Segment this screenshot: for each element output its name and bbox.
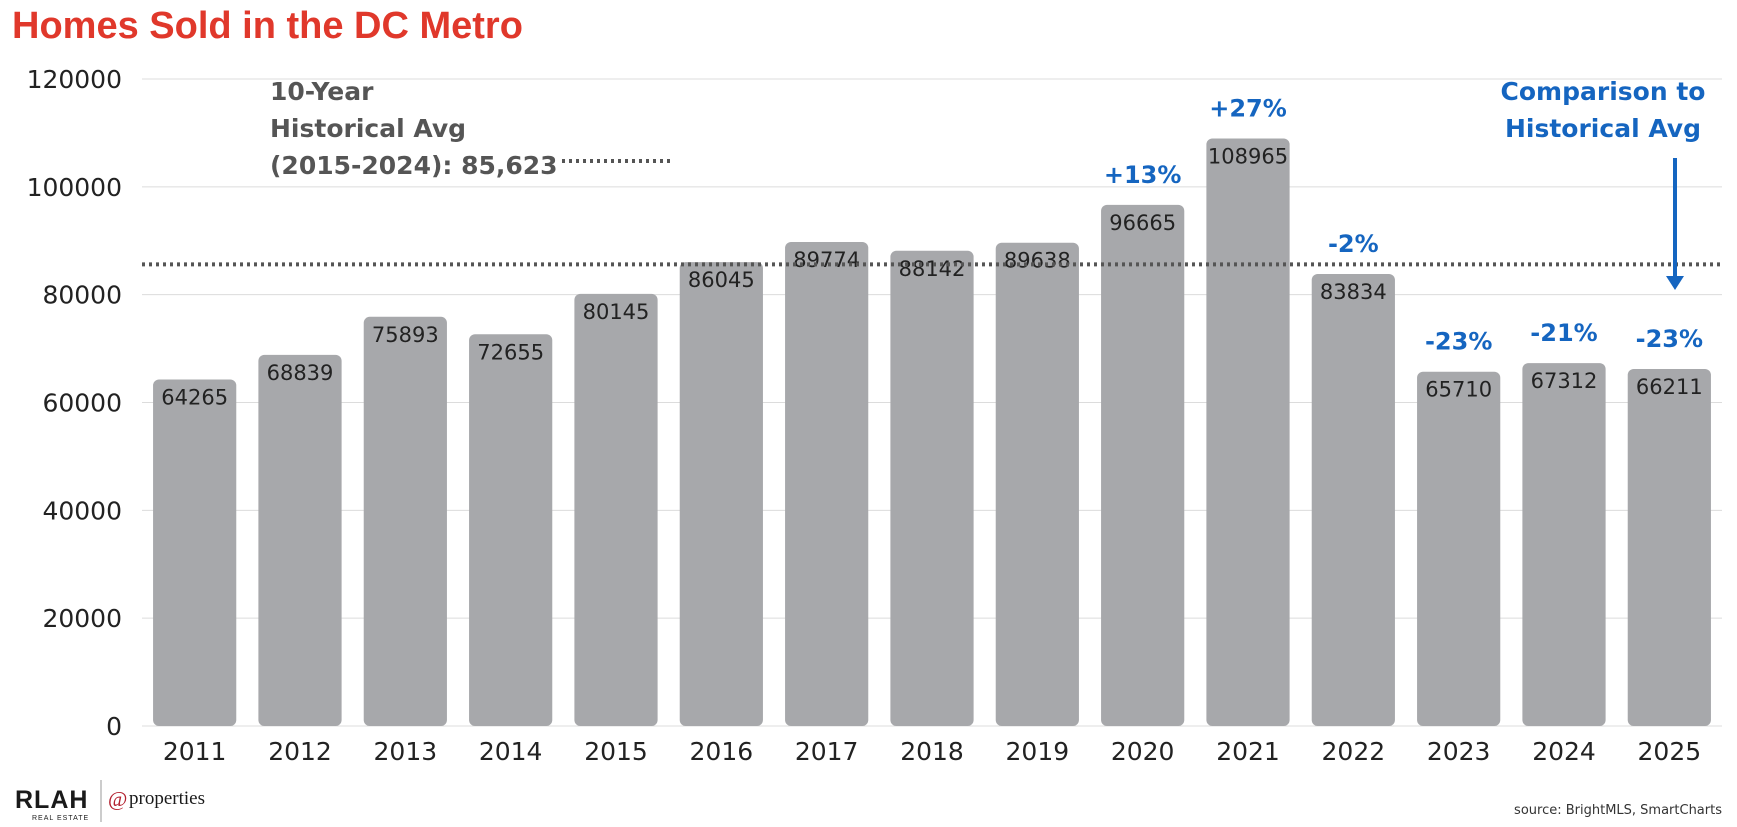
bar bbox=[1311, 273, 1395, 726]
y-tick-label: 40000 bbox=[42, 496, 122, 525]
bar bbox=[258, 354, 342, 726]
bar bbox=[1101, 204, 1185, 726]
bar-value-label: 68839 bbox=[267, 361, 334, 385]
x-tick-label: 2011 bbox=[163, 737, 227, 766]
x-tick-label: 2023 bbox=[1427, 737, 1491, 766]
bars bbox=[153, 138, 1711, 727]
x-tick-label: 2012 bbox=[268, 737, 332, 766]
bar bbox=[1522, 363, 1606, 726]
bar-value-label: 108965 bbox=[1208, 144, 1288, 168]
bar bbox=[995, 242, 1079, 726]
bar-value-label: 89774 bbox=[793, 248, 860, 272]
bar-value-label: 80145 bbox=[583, 300, 650, 324]
bar-value-label: 75893 bbox=[372, 323, 439, 347]
bar bbox=[574, 293, 658, 726]
rlah-logo-subtext: REAL ESTATE bbox=[32, 815, 89, 822]
comparison-percent-label: +13% bbox=[1104, 161, 1182, 189]
bar-value-label: 96665 bbox=[1109, 211, 1176, 235]
y-tick-label: 100000 bbox=[27, 173, 122, 202]
x-tick-label: 2021 bbox=[1216, 737, 1280, 766]
comparison-percent-label: -2% bbox=[1328, 230, 1379, 258]
x-tick-label: 2016 bbox=[690, 737, 754, 766]
bar-value-label: 86045 bbox=[688, 268, 755, 292]
chart-title: Homes Sold in the DC Metro bbox=[12, 5, 523, 47]
bar bbox=[153, 379, 237, 726]
bar bbox=[1627, 369, 1711, 726]
comparison-note-line-1: Comparison to bbox=[1501, 77, 1706, 106]
bar bbox=[363, 316, 447, 726]
x-tick-label: 2014 bbox=[479, 737, 543, 766]
y-tick-label: 80000 bbox=[42, 281, 122, 310]
bar bbox=[890, 250, 974, 727]
x-tick-label: 2024 bbox=[1532, 737, 1596, 766]
y-tick-label: 20000 bbox=[42, 604, 122, 633]
comparison-arrow-head-icon bbox=[1666, 276, 1684, 290]
bar bbox=[679, 262, 763, 726]
bar-value-labels: 64265 68839 75893 72655 80145 86045 89774 88142… bbox=[161, 144, 1702, 409]
average-label-line-3: (2015-2024): 85,623 bbox=[270, 151, 558, 180]
comparison-percent-label: -21% bbox=[1530, 319, 1597, 347]
y-tick-label: 0 bbox=[106, 712, 122, 741]
comparison-percent-label: -23% bbox=[1636, 325, 1703, 353]
at-properties-logo-at: @ bbox=[108, 787, 127, 811]
bar-value-label: 89638 bbox=[1004, 249, 1071, 273]
x-tick-label: 2019 bbox=[1006, 737, 1070, 766]
bar-value-label: 83834 bbox=[1320, 280, 1387, 304]
rlah-logo-text: RLAH bbox=[15, 786, 88, 814]
x-tick-label: 2022 bbox=[1322, 737, 1386, 766]
historical-average-annotation: 10-Year Historical Avg (2015-2024): 85,6… bbox=[270, 77, 670, 180]
comparison-percent-label: +27% bbox=[1209, 94, 1287, 122]
comparison-percent-labels: +13% +27% -2% -23% -21% -23% bbox=[1104, 94, 1703, 355]
bar bbox=[1206, 138, 1290, 726]
comparison-note-line-2: Historical Avg bbox=[1505, 114, 1701, 143]
comparison-percent-label: -23% bbox=[1425, 328, 1492, 356]
x-tick-label: 2015 bbox=[584, 737, 648, 766]
x-tick-label: 2018 bbox=[900, 737, 964, 766]
bar-value-label: 88142 bbox=[899, 257, 966, 281]
comparison-note: Comparison to Historical Avg bbox=[1501, 77, 1706, 290]
bar-value-label: 67312 bbox=[1531, 369, 1598, 393]
x-tick-label: 2025 bbox=[1638, 737, 1702, 766]
average-label-line-2: Historical Avg bbox=[270, 114, 466, 143]
bar-value-label: 72655 bbox=[477, 340, 544, 364]
bar-value-label: 65710 bbox=[1425, 378, 1492, 402]
x-tick-label: 2020 bbox=[1111, 737, 1175, 766]
bar bbox=[1417, 371, 1501, 726]
bar-value-label: 64265 bbox=[161, 386, 228, 410]
y-axis-tick-labels: 0 20000 40000 60000 80000 100000 120000 bbox=[27, 65, 122, 741]
at-properties-logo-text: properties bbox=[129, 788, 205, 809]
y-tick-label: 120000 bbox=[27, 65, 122, 94]
x-tick-label: 2017 bbox=[795, 737, 859, 766]
source-note: source: BrightMLS, SmartCharts bbox=[1514, 803, 1722, 818]
bar bbox=[469, 334, 553, 726]
x-axis-tick-labels: 2011 2012 2013 2014 2015 2016 2017 2018 2019 2020… bbox=[163, 737, 1701, 766]
brand-logos: RLAH REAL ESTATE @ properties bbox=[15, 780, 205, 822]
average-label-line-1: 10-Year bbox=[270, 77, 374, 106]
y-tick-label: 60000 bbox=[42, 389, 122, 418]
x-tick-label: 2013 bbox=[374, 737, 438, 766]
bar-value-label: 66211 bbox=[1636, 375, 1703, 399]
bar bbox=[785, 241, 869, 727]
